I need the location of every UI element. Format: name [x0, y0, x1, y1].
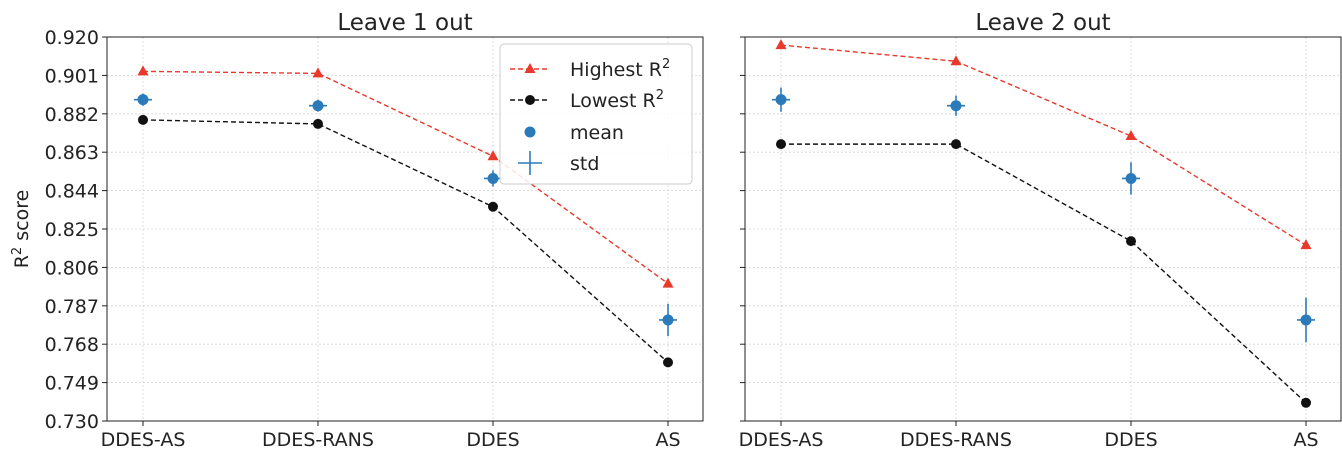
y-tick-label: 0.901: [45, 65, 99, 87]
chart-title: Leave 2 out: [975, 10, 1110, 36]
x-tick-label: AS: [1293, 429, 1318, 449]
mean-point: [487, 172, 499, 184]
x-tick-label: DDES: [466, 429, 519, 449]
y-tick-label: 0.806: [45, 257, 99, 279]
legend-label: Lowest R2: [570, 88, 664, 112]
highest-r2-point: [312, 67, 324, 78]
lowest-r2-line: [781, 143, 1307, 404]
y-tick-label: 0.749: [45, 373, 99, 395]
highest-r2-point: [1125, 130, 1137, 141]
highest-r2-line: [780, 44, 1307, 246]
lowest-r2-point: [313, 118, 323, 129]
mean-point: [312, 100, 324, 112]
highest-r2-point: [950, 55, 962, 66]
panel-1: 0.920 0.901 0.882 0.863 0.844 0.825 0.806 0.787…: [10, 10, 704, 449]
y-tick-label: 0.787: [45, 296, 99, 318]
legend-label-sup: 2: [656, 88, 664, 103]
lowest-r2-point: [776, 139, 786, 150]
lowest-r2-point: [663, 357, 673, 368]
legend-highest-marker: [524, 63, 536, 73]
x-tick-label: DDES-AS: [739, 429, 824, 449]
x-tick-label: DDES-RANS: [900, 429, 1012, 449]
mean-point: [775, 94, 787, 106]
lowest-r2-point: [1301, 397, 1311, 408]
y-tick-label: 0.920: [45, 27, 99, 49]
x-tick-label: DDES: [1104, 429, 1157, 449]
legend-lowest-marker: [525, 95, 535, 105]
legend-mean-marker: [524, 126, 536, 138]
lowest-r2-point: [1126, 236, 1136, 247]
legend-label-base: Highest R: [570, 59, 662, 81]
highest-r2-point: [487, 150, 499, 161]
legend-label-sup: 2: [662, 57, 670, 72]
y-tick-label: 0.825: [45, 219, 99, 241]
x-tick-label: AS: [655, 429, 680, 449]
y-tick-label: 0.844: [45, 181, 99, 203]
legend-label: std: [570, 153, 599, 175]
mean-point: [1125, 172, 1137, 184]
x-tick-label: DDES-AS: [101, 429, 186, 449]
x-tick-label: DDES-RANS: [262, 429, 374, 449]
y-tick-label: 0.730: [45, 411, 99, 433]
legend-box: [499, 43, 693, 185]
y-axis-label-suffix: score: [11, 190, 33, 247]
mean-point: [1300, 314, 1312, 326]
y-axis-label: R2 score: [10, 190, 33, 269]
mean-point: [137, 94, 149, 106]
y-axis-label-sup: 2: [10, 247, 25, 255]
legend-label-base: Lowest R: [570, 90, 656, 112]
y-axis-label-base: R: [11, 255, 33, 268]
chart-title: Leave 1 out: [337, 10, 472, 36]
lowest-r2-point: [138, 114, 148, 125]
highest-r2-line: [142, 70, 669, 285]
lowest-r2-point: [488, 201, 498, 212]
panel-2: DDES-AS DDES-RANS DDES AS Leave 2 out: [739, 10, 1342, 449]
highest-r2-point: [137, 65, 149, 76]
y-tick-label: 0.863: [45, 142, 99, 164]
legend-label: Highest R2: [570, 57, 670, 81]
y-tick-label: 0.768: [45, 334, 99, 356]
highest-r2-point: [1300, 239, 1312, 250]
mean-point: [950, 100, 962, 112]
mean-point: [662, 314, 674, 326]
highest-r2-point: [775, 39, 787, 50]
y-tick-label: 0.882: [45, 104, 99, 126]
highest-r2-point: [662, 277, 674, 288]
lowest-r2-point: [951, 139, 961, 150]
legend-label: mean: [570, 122, 624, 144]
